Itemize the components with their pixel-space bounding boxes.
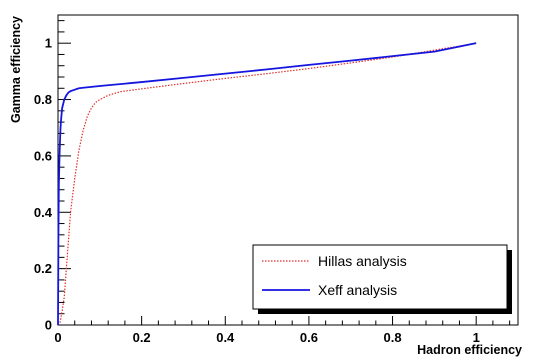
legend-box xyxy=(252,244,508,310)
legend-label-xeff: Xeff analysis xyxy=(318,282,397,298)
legend: Hillas analysis Xeff analysis xyxy=(252,244,512,314)
x-tick-label: 0.4 xyxy=(216,330,235,345)
y-tick-label: 0.2 xyxy=(34,261,52,276)
x-tick-label: 0.6 xyxy=(300,330,318,345)
y-tick-label: 0 xyxy=(45,318,52,333)
legend-label-hillas: Hillas analysis xyxy=(318,253,407,269)
x-tick-label: 0.8 xyxy=(384,330,402,345)
series-layer xyxy=(57,42,477,326)
y-tick-label: 0.6 xyxy=(34,148,52,163)
x-tick-label: 0.2 xyxy=(133,330,151,345)
x-tick-label: 0 xyxy=(54,330,61,345)
y-tick-label: 0.4 xyxy=(34,205,53,220)
y-axis-title: Gamma efficiency xyxy=(9,16,23,123)
y-tick-label: 1 xyxy=(45,36,52,51)
series-line-xeff xyxy=(57,42,477,326)
axis-ticks xyxy=(57,20,511,326)
plot-frame xyxy=(57,14,519,326)
series-line-hillas xyxy=(57,42,477,326)
y-tick-label: 0.8 xyxy=(34,92,52,107)
x-axis-title: Hadron efficiency xyxy=(417,343,522,357)
tick-labels: 0 0.2 0.4 0.6 0.8 1 0 0.2 0.4 0.6 0.8 1 xyxy=(34,36,480,345)
x-tick-label: 1 xyxy=(473,330,480,345)
